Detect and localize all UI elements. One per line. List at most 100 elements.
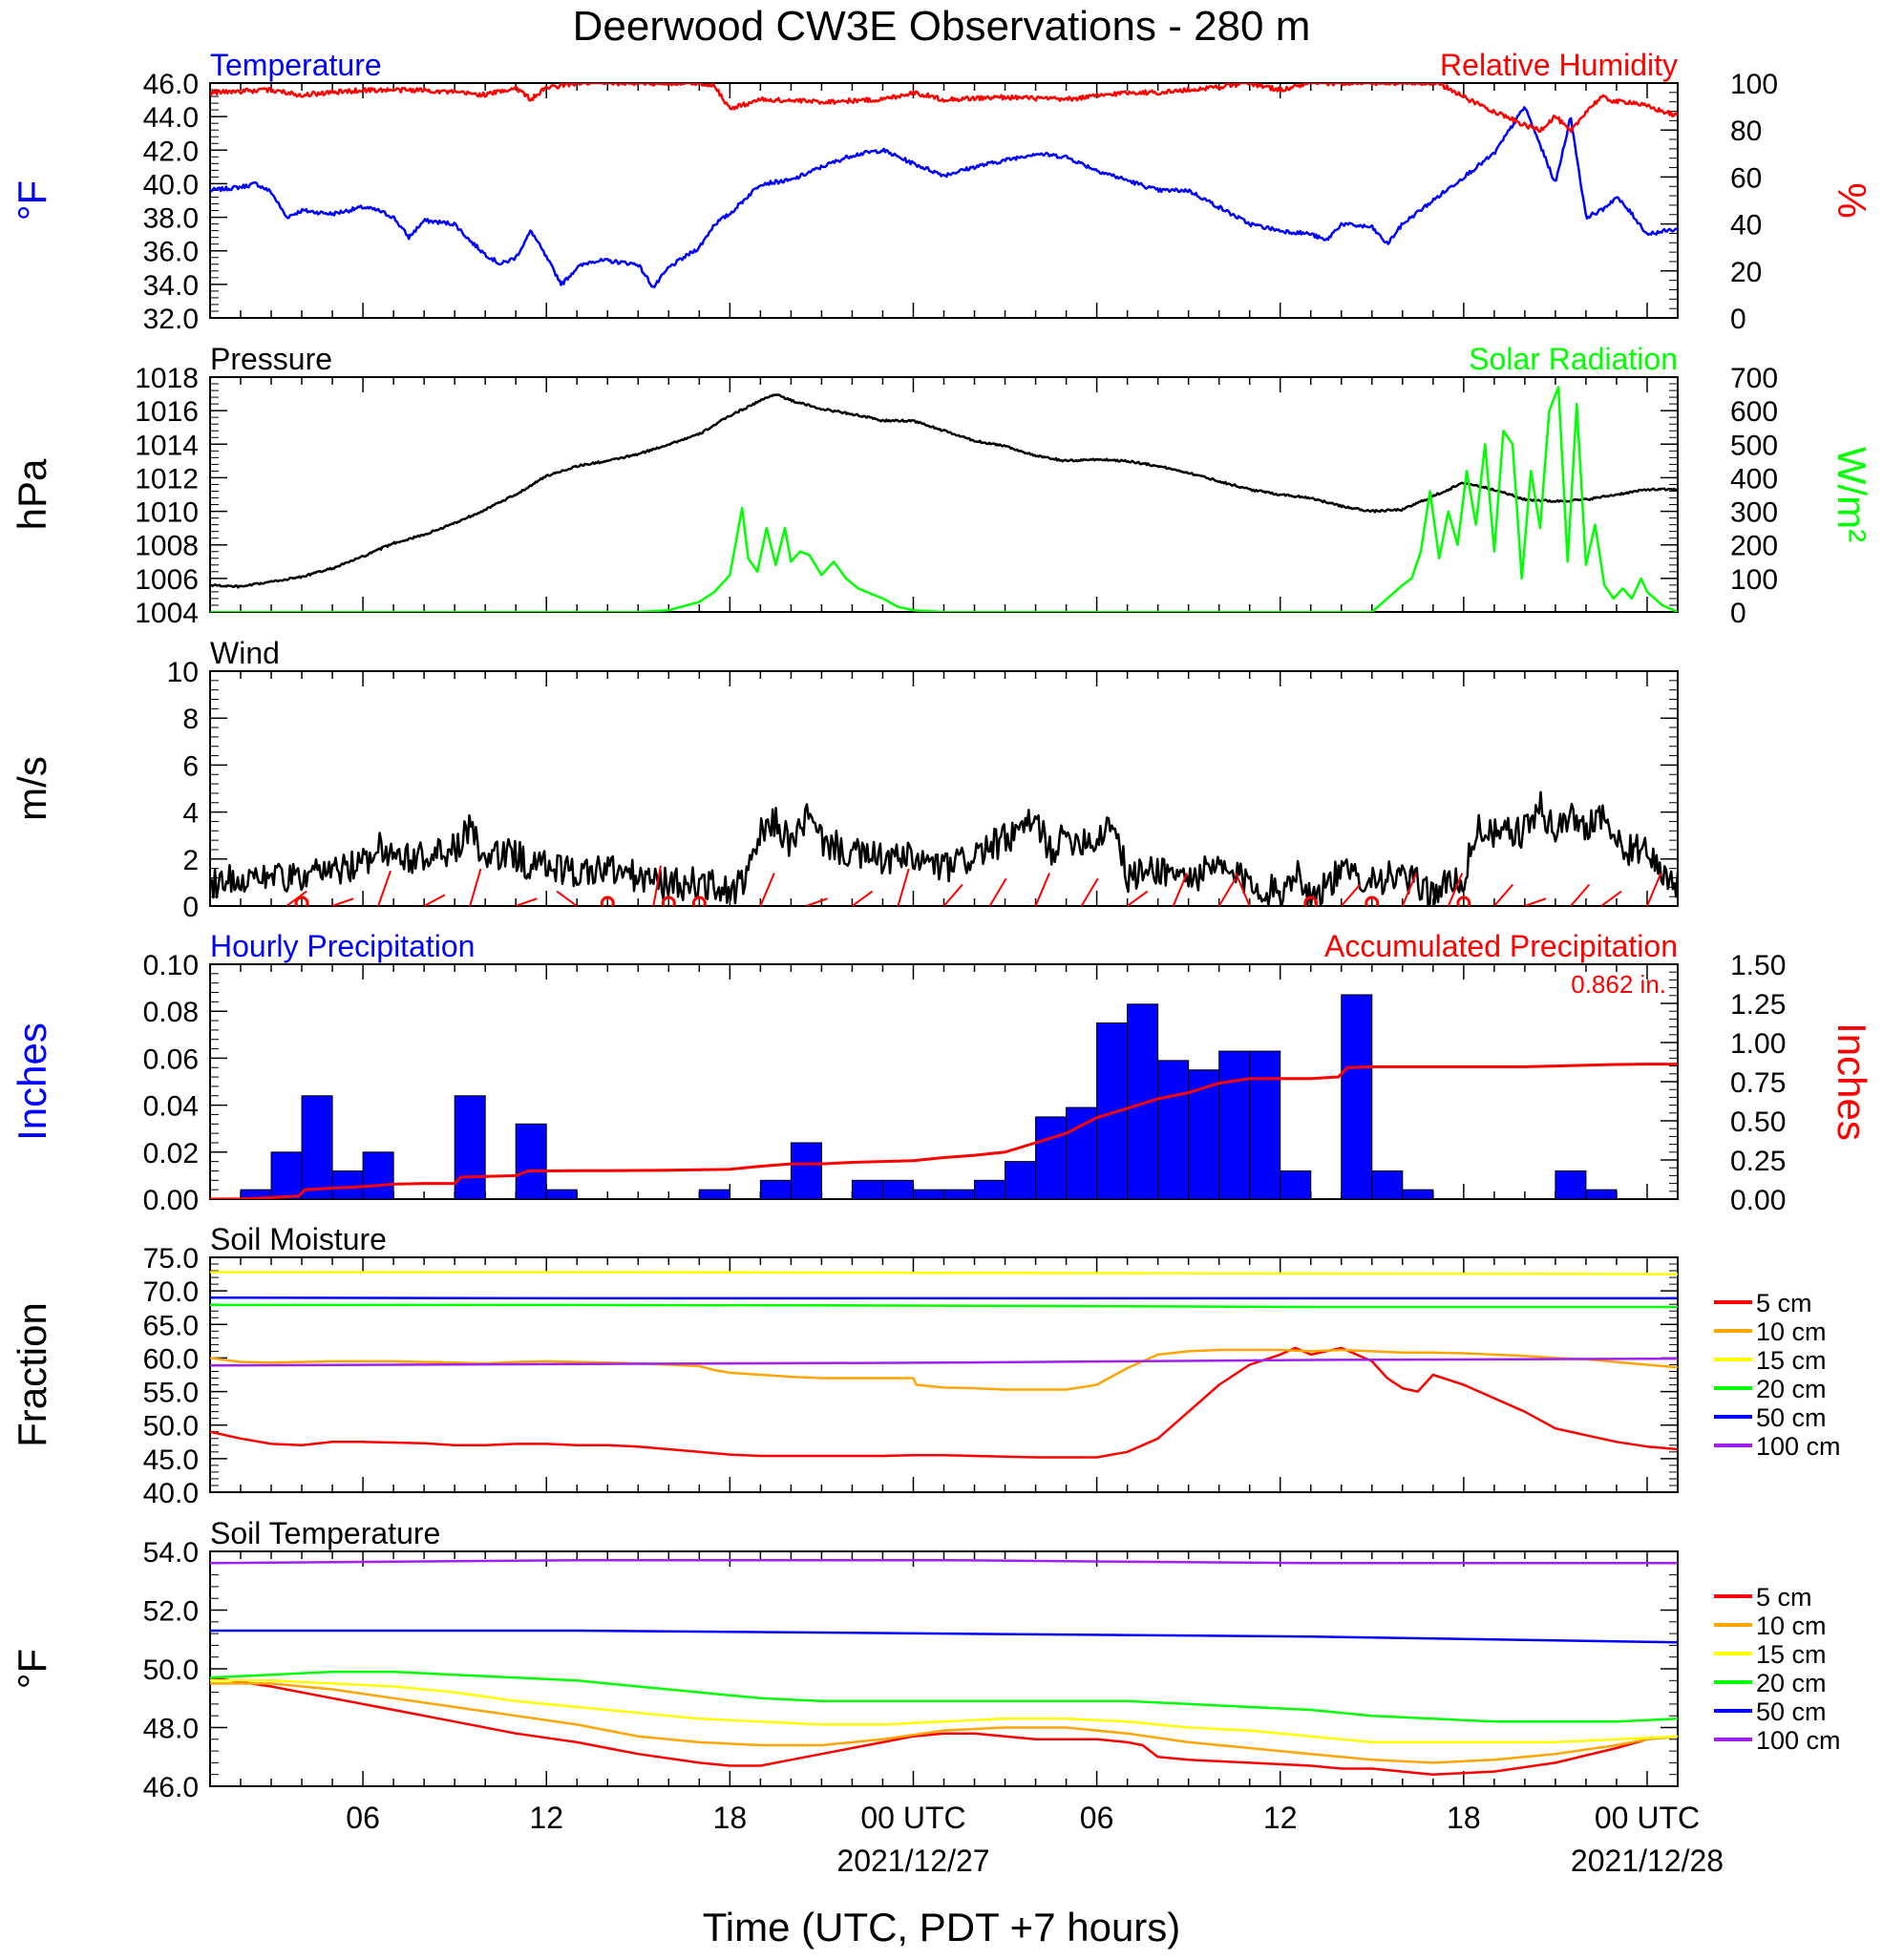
y-tick-label-right: 0.00	[1730, 1185, 1786, 1216]
wind-barb	[1600, 890, 1622, 906]
y-tick-label-right: 200	[1730, 531, 1778, 562]
y-tick-label-right: 300	[1730, 497, 1778, 529]
y-tick-label-right: 100	[1730, 69, 1778, 100]
y-tick-label-right: 100	[1730, 564, 1778, 596]
x-tick-label: 18	[713, 1801, 748, 1835]
precip-bar	[1371, 1170, 1404, 1199]
plot-data	[210, 994, 1678, 1199]
precip-bar	[974, 1179, 1006, 1199]
series-line-15-cm	[210, 1271, 1678, 1275]
wind-barb	[1341, 883, 1362, 906]
x-tick-label: 00 UTC	[1595, 1801, 1700, 1835]
wind-barb	[1524, 897, 1547, 906]
series-line-solar-radiation	[210, 386, 1678, 612]
y-tick-label-right: 0	[1730, 304, 1746, 335]
calm-wind-marker	[691, 896, 707, 906]
calm-wind-marker	[600, 896, 615, 906]
precip-bar	[362, 1151, 394, 1199]
y-axis-unit-right: %	[1830, 182, 1874, 218]
panel-title-right: Relative Humidity	[1440, 48, 1678, 82]
legend-label: 10 cm	[1756, 1317, 1827, 1346]
y-tick-label-left: 4	[182, 798, 199, 830]
y-tick-label-right: 80	[1730, 116, 1762, 147]
panels: 32.034.036.038.040.042.044.046.002040608…	[10, 48, 1874, 1803]
x-tick-label: 00 UTC	[860, 1801, 965, 1835]
wind-barb	[423, 894, 446, 906]
wind-barb	[1401, 873, 1418, 906]
precip-bar	[943, 1189, 976, 1199]
legend-label: 50 cm	[1756, 1697, 1827, 1726]
panel-wind: 0 2 4 6 8 10 Wind m/s	[10, 636, 1679, 923]
legend-label: 100 cm	[1756, 1432, 1841, 1461]
wind-barb	[942, 883, 963, 906]
series-line-5-cm	[210, 1346, 1678, 1459]
legend-label: 5 cm	[1756, 1289, 1812, 1317]
series-line-50-cm	[210, 1296, 1678, 1300]
y-tick-label-left: 70.0	[143, 1276, 199, 1308]
y-tick-label-left: 45.0	[143, 1444, 199, 1476]
y-tick-label-left: 50.0	[143, 1411, 199, 1443]
y-tick-label-left: 1014	[135, 430, 199, 461]
plot-data	[210, 790, 1678, 906]
accumulated-precip-line	[210, 1063, 1678, 1199]
wind-barb	[851, 890, 874, 906]
y-tick-label-left: 2	[182, 845, 199, 876]
panel-title-left: Pressure	[210, 342, 332, 376]
y-tick-label-right: 500	[1730, 430, 1778, 461]
precip-bar	[1249, 1050, 1281, 1199]
plot-data	[210, 83, 1678, 289]
wind-barb	[1172, 873, 1189, 906]
y-tick-label-right: 400	[1730, 463, 1778, 495]
wind-barb	[556, 890, 578, 906]
panel-temp-rh: 32.034.036.038.040.042.044.046.0 0 20 40 60 8…	[10, 48, 1874, 335]
chart-title: Deerwood CW3E Observations - 280 m	[573, 3, 1311, 50]
series-line-100-cm	[210, 1357, 1678, 1367]
series-line-50-cm	[210, 1629, 1678, 1644]
y-tick-label-left: 65.0	[143, 1310, 199, 1341]
calm-wind-marker	[661, 896, 676, 906]
wind-barb	[1493, 883, 1514, 906]
series-line-pressure	[210, 393, 1678, 589]
precip-bar	[515, 1123, 547, 1199]
y-tick-label-right: 60	[1730, 162, 1762, 194]
y-tick-label-left: 55.0	[143, 1378, 199, 1409]
wind-barb	[1570, 883, 1591, 906]
legend-label: 100 cm	[1756, 1726, 1841, 1755]
y-tick-label-left: 1006	[135, 564, 199, 596]
y-tick-label-left: 44.0	[143, 102, 199, 134]
y-tick-label-left: 52.0	[143, 1596, 199, 1628]
y-tick-label-left: 0.00	[143, 1185, 199, 1216]
series-line-10-cm	[210, 1682, 1678, 1764]
precip-bar	[759, 1179, 792, 1199]
y-tick-label-right: 0	[1730, 598, 1746, 629]
accumulated-total-label: 0.862 in.	[1571, 970, 1666, 999]
legend-label: 10 cm	[1756, 1612, 1827, 1640]
y-tick-label-left: 60.0	[143, 1343, 199, 1375]
panel-title-right: Solar Radiation	[1469, 342, 1678, 376]
precip-bar	[1280, 1170, 1312, 1199]
precip-bar	[790, 1142, 822, 1199]
calm-wind-marker	[1303, 896, 1319, 906]
precip-bar	[1005, 1161, 1037, 1199]
wind-barb	[759, 873, 775, 906]
precip-bar	[1402, 1189, 1434, 1199]
y-axis-unit-left: °F	[10, 180, 54, 221]
wind-barb	[1217, 877, 1237, 906]
legend-label: 20 cm	[1756, 1375, 1827, 1403]
y-tick-label-left: 32.0	[143, 304, 199, 335]
wind-barb	[1080, 877, 1099, 906]
calm-wind-marker	[1456, 896, 1471, 906]
wind-barb	[1235, 873, 1251, 906]
panel-title-left: Soil Temperature	[210, 1516, 440, 1550]
x-axis: 06 12 18 00 UTC 2021/12/27 06 12 18 00 UTC 2021/1…	[346, 1801, 1724, 1878]
y-tick-label-right: 700	[1730, 363, 1778, 394]
y-axis-unit-right: Inches	[1830, 1022, 1874, 1141]
y-tick-label-left: 54.0	[143, 1537, 199, 1569]
calm-wind-marker	[294, 896, 309, 906]
precip-bar	[1035, 1116, 1068, 1199]
y-tick-label-right: 1.50	[1730, 950, 1786, 981]
precip-bar	[698, 1189, 730, 1199]
series-line-5-cm	[210, 1675, 1678, 1776]
y-tick-label-left: 40.0	[143, 1478, 199, 1509]
y-tick-label-right: 0.75	[1730, 1067, 1786, 1099]
